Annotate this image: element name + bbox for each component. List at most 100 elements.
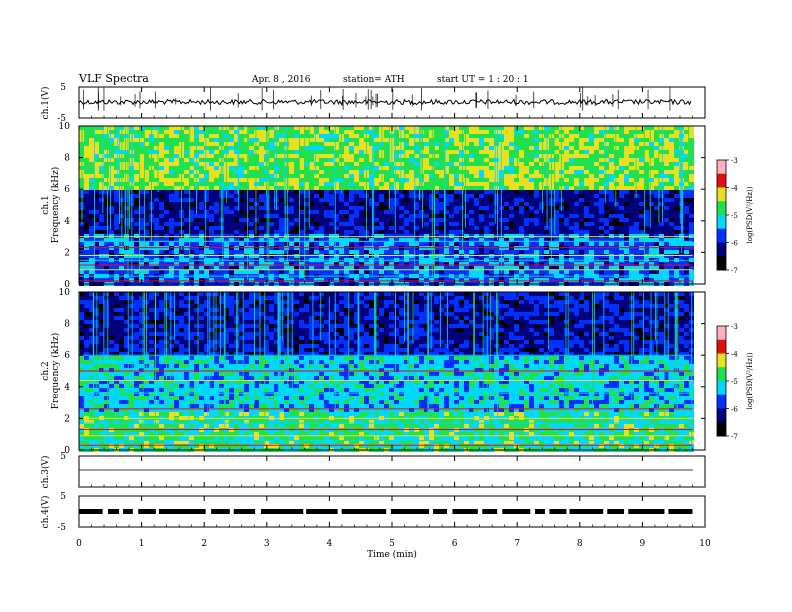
spectrogram-cell bbox=[294, 270, 299, 274]
spectrogram-cell bbox=[319, 146, 324, 150]
spectrogram-cell bbox=[434, 194, 439, 198]
spectrogram-cell bbox=[114, 230, 119, 234]
spectrogram-cell bbox=[214, 154, 219, 158]
spectrogram-cell bbox=[509, 206, 514, 210]
spectrogram-cell bbox=[209, 186, 214, 190]
spectrogram-cell bbox=[579, 234, 584, 238]
spectrogram-cell bbox=[414, 238, 419, 242]
spectrogram-cell bbox=[649, 142, 654, 146]
spectrogram-cell bbox=[139, 262, 144, 266]
spectrogram-cell bbox=[534, 198, 539, 202]
spectrogram-cell bbox=[199, 234, 204, 238]
spectrogram-cell bbox=[644, 166, 649, 170]
spectrogram-cell bbox=[134, 170, 139, 174]
spectrogram-cell bbox=[649, 154, 654, 158]
spectrogram-cell bbox=[554, 154, 559, 158]
spectrogram-cell bbox=[189, 250, 194, 254]
spectrogram-cell bbox=[404, 154, 409, 158]
spectrogram-cell bbox=[584, 158, 589, 162]
spectrogram-cell bbox=[689, 238, 694, 242]
spectrogram-cell bbox=[674, 214, 679, 218]
spectrogram-cell bbox=[474, 210, 479, 214]
spectrogram-cell bbox=[509, 162, 514, 166]
spectrogram-cell bbox=[514, 250, 519, 254]
spectrogram-cell bbox=[404, 238, 409, 242]
spectrogram-cell bbox=[674, 262, 679, 266]
spectrogram-cell bbox=[244, 226, 249, 230]
spectrogram-cell bbox=[514, 186, 519, 190]
spectrogram-cell bbox=[624, 154, 629, 158]
spectrogram-cell bbox=[399, 158, 404, 162]
spectrogram-cell bbox=[239, 194, 244, 198]
spectrogram-cell bbox=[159, 250, 164, 254]
spectrogram-cell bbox=[209, 262, 214, 266]
spectrogram-cell bbox=[189, 162, 194, 166]
spectrogram-cell bbox=[309, 182, 314, 186]
spectrogram-cell bbox=[604, 174, 609, 178]
spectrogram-cell bbox=[464, 166, 469, 170]
spectrogram-cell bbox=[464, 250, 469, 254]
spectrogram-cell bbox=[259, 146, 264, 150]
spectrogram-cell bbox=[504, 202, 509, 206]
spectrogram-cell bbox=[299, 210, 304, 214]
spectrogram-cell bbox=[524, 178, 529, 182]
spectrogram-cell bbox=[419, 198, 424, 202]
spectrogram-cell bbox=[99, 130, 104, 134]
spectrogram-cell bbox=[469, 150, 474, 154]
spectrogram-cell bbox=[199, 262, 204, 266]
spectrogram-cell bbox=[234, 198, 239, 202]
spectrogram-cell bbox=[689, 158, 694, 162]
spectrogram-cell bbox=[284, 218, 289, 222]
spectrogram-cell bbox=[284, 278, 289, 282]
spectrogram-cell bbox=[349, 214, 354, 218]
spectrogram-cell bbox=[669, 146, 674, 150]
spectrogram-cell bbox=[689, 134, 694, 138]
spectrogram-cell bbox=[469, 222, 474, 226]
spectrogram-cell bbox=[164, 250, 169, 254]
spectrogram-cell bbox=[629, 214, 634, 218]
spectrogram-cell bbox=[374, 198, 379, 202]
spectrogram-cell bbox=[434, 154, 439, 158]
spectrogram-cell bbox=[669, 130, 674, 134]
spectrogram-cell bbox=[374, 230, 379, 234]
spectrogram-cell bbox=[144, 190, 149, 194]
spectrogram-cell bbox=[469, 182, 474, 186]
spectrogram-cell bbox=[444, 154, 449, 158]
spectrogram-cell bbox=[414, 270, 419, 274]
spectrogram-cell bbox=[259, 266, 264, 270]
spectrogram-cell bbox=[474, 226, 479, 230]
spectrogram-cell bbox=[654, 138, 659, 142]
spectrogram-cell bbox=[139, 218, 144, 222]
spectrogram-cell bbox=[394, 162, 399, 166]
spectrogram-cell bbox=[229, 198, 234, 202]
spectrogram-cell bbox=[134, 226, 139, 230]
spectrogram-cell bbox=[224, 234, 229, 238]
spectrogram-cell bbox=[269, 150, 274, 154]
spectrogram-cell bbox=[619, 190, 624, 194]
spectrogram-cell bbox=[539, 126, 544, 130]
spectrogram-cell bbox=[479, 266, 484, 270]
spectrogram-cell bbox=[119, 278, 124, 282]
spectrogram-cell bbox=[644, 262, 649, 266]
spectrogram-cell bbox=[659, 130, 664, 134]
spectrogram-cell bbox=[669, 214, 674, 218]
spectrogram-cell bbox=[649, 178, 654, 182]
spectrogram-cell bbox=[584, 130, 589, 134]
spectrogram-cell bbox=[229, 230, 234, 234]
spectrogram-cell bbox=[649, 202, 654, 206]
spectrogram-cell bbox=[414, 146, 419, 150]
spectrogram-cell bbox=[309, 158, 314, 162]
spectrogram-cell bbox=[569, 230, 574, 234]
spectrogram-cell bbox=[484, 202, 489, 206]
spectrogram-cell bbox=[174, 186, 179, 190]
spectrogram-cell bbox=[309, 226, 314, 230]
spectrogram-cell bbox=[239, 214, 244, 218]
spectrogram-cell bbox=[509, 210, 514, 214]
spectrogram-cell bbox=[354, 186, 359, 190]
spectrogram-cell bbox=[154, 262, 159, 266]
spectrogram-cell bbox=[194, 222, 199, 226]
spectrogram-cell bbox=[589, 222, 594, 226]
spectrogram-cell bbox=[284, 222, 289, 226]
spectrogram-cell bbox=[529, 126, 534, 130]
spectrogram-cell bbox=[449, 166, 454, 170]
